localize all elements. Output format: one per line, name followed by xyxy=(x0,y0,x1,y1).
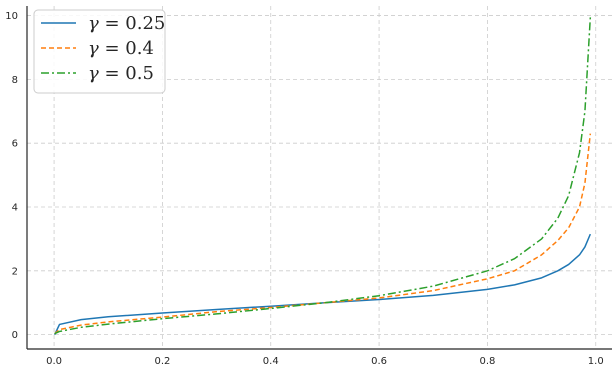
x-tick-label: 0.8 xyxy=(479,356,495,366)
x-tick-label: 0.0 xyxy=(46,356,62,366)
series-lines xyxy=(53,17,592,335)
x-tick-label: 0.6 xyxy=(371,356,387,366)
y-axis-ticks: 0 2 4 6 8 10 xyxy=(5,11,18,341)
y-tick-label: 6 xyxy=(12,139,18,150)
x-tick-label: 0.2 xyxy=(154,356,170,366)
series-line-1 xyxy=(53,233,592,335)
x-tick-label: 1.0 xyxy=(588,356,604,366)
series-line-2 xyxy=(54,133,592,335)
axes xyxy=(26,6,612,350)
legend-label-2: γ = 0.4 xyxy=(88,38,154,59)
x-tick-label: 0.4 xyxy=(263,356,279,366)
y-tick-label: 8 xyxy=(12,75,18,86)
y-tick-label: 0 xyxy=(12,330,18,341)
legend: γ = 0.25 γ = 0.4 γ = 0.5 xyxy=(33,9,166,94)
y-tick-label: 4 xyxy=(12,203,18,214)
y-tick-label: 10 xyxy=(5,11,18,22)
y-tick-label: 2 xyxy=(12,266,18,277)
legend-box xyxy=(33,9,166,94)
legend-label-1: γ = 0.25 xyxy=(88,13,165,34)
x-axis-ticks: 0.0 0.2 0.4 0.6 0.8 1.0 xyxy=(46,356,604,366)
series-line-3 xyxy=(54,17,592,335)
legend-label-3: γ = 0.5 xyxy=(88,63,154,84)
